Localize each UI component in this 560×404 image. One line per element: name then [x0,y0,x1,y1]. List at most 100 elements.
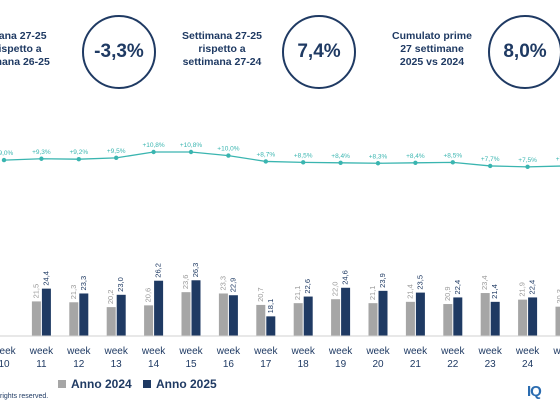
growth-label: +8,4% [406,153,425,160]
growth-label: +8,4% [331,153,350,160]
growth-label: +8,5% [443,152,462,159]
value-label-2024: 21,3 [69,285,78,300]
growth-label: +7,5% [518,157,537,164]
bar-2025 [79,293,89,336]
x-tick-label-number: 21 [410,359,422,370]
bar-2024 [256,304,266,336]
kpi-1-value: -3,3% [94,41,144,62]
x-tick-label-number: 13 [111,359,123,370]
x-tick-label: week [253,346,278,357]
value-label-2025: 24,4 [41,271,50,286]
bar-2024 [368,303,378,336]
bar-2025 [341,287,351,336]
value-label-2025: 22,4 [528,280,537,295]
kpi-1-text: mana 27-25 rispetto a timana 26-25 [0,30,50,68]
value-label-2024: 21,5 [31,284,40,299]
x-tick-label: week [216,346,241,357]
legend-2024: Anno 2024 [58,377,132,391]
bar-2025 [228,295,238,336]
iqvia-logo: IQ [527,383,542,400]
growth-point [76,157,82,162]
x-tick-label: week [365,346,390,357]
value-label-2025: 22,9 [228,278,237,293]
x-tick-label: week [403,346,428,357]
bar-2024 [331,299,341,336]
x-tick-label-number: 15 [185,359,197,370]
growth-label: +8,3% [369,153,388,160]
value-label-2025: 24,6 [341,270,350,285]
bar-2025 [490,301,500,336]
growth-point [525,164,530,170]
kpi-2-circle: 7,4% [282,15,356,89]
x-tick-label-number: 11 [36,359,47,370]
legend-2025-label: Anno 2025 [156,377,217,391]
x-tick-label: week [29,346,54,357]
copyright: rights reserved. [0,393,49,400]
value-label-2024: 23,3 [218,276,227,291]
growth-point [488,163,493,169]
growth-point [114,155,119,161]
value-label-2024: 23,6 [181,275,190,290]
kpi-2-value: 7,4% [297,41,341,62]
bar-2024 [443,304,453,336]
bar-2025 [154,280,164,336]
growth-label: +8,5% [294,152,313,159]
x-tick-label: week [440,346,465,357]
value-label-2024: 20,9 [443,286,452,301]
value-label-2025: 22,4 [453,280,462,295]
x-tick-label-number: 14 [148,359,160,370]
growth-label: +9,2% [69,149,88,156]
value-label-2024: 20,6 [144,288,153,303]
value-label-2025: 23,9 [378,273,387,288]
kpi-1-circle: -3,3% [82,15,156,89]
growth-label: +8,7% [256,151,275,158]
value-label-2025: 23,3 [79,276,88,291]
bar-chart: +9,0% +9,3% +9,2% +9,5% +10,8% +10,8% +10,0% +8… [0,142,560,370]
kpi-3-circle: 8,0% [488,15,560,89]
legend-2025-swatch [143,380,151,388]
growth-line [3,151,560,168]
bar-2025 [378,290,388,336]
bar-2024 [218,293,228,336]
growth-point [375,161,381,166]
bar-2024 [293,303,303,336]
value-label-2024: 20,7 [256,287,265,302]
x-tick-label-number: 17 [260,359,272,370]
x-tick-label: week [141,346,166,357]
x-tick-label: week [552,346,560,357]
legend-2025: Anno 2025 [143,377,217,391]
bar-2024 [106,307,116,336]
value-label-2025: 23,5 [415,275,424,290]
growth-label: +9,0% [0,150,14,157]
value-label-2024: 22,0 [331,282,340,297]
growth-point [263,159,268,164]
value-label-2024: 21,1 [293,286,302,301]
growth-point [188,149,194,155]
x-tick-label-number: 22 [447,359,459,370]
growth-label: +7,7% [556,156,560,163]
x-tick-label-number: 12 [73,359,85,370]
legend-2024-label: Anno 2024 [71,377,132,391]
growth-label: +9,3% [32,149,51,156]
growth-point [226,153,231,158]
value-label-2025: 26,2 [154,263,163,278]
growth-point [301,160,306,165]
growth-label: +10,8% [180,142,202,149]
value-label-2025: 18,1 [266,299,275,314]
x-tick-label-number: 10 [0,359,10,370]
value-label-2025: 26,3 [191,263,200,278]
bar-2024 [480,293,490,336]
bar-2025 [453,297,463,336]
legend-2024-swatch [58,380,66,388]
x-tick-label-number: 16 [223,359,235,370]
growth-label: +7,7% [481,156,500,163]
growth-label: +10,8% [142,142,164,149]
x-tick-label-number: 20 [372,359,384,370]
growth-point [1,157,7,163]
bar-2024 [518,299,528,336]
bar-2025 [191,280,201,336]
value-label-2024: 21,9 [518,282,527,297]
bar-2025 [303,296,313,336]
growth-point [413,160,418,165]
bar-2024 [405,301,415,336]
